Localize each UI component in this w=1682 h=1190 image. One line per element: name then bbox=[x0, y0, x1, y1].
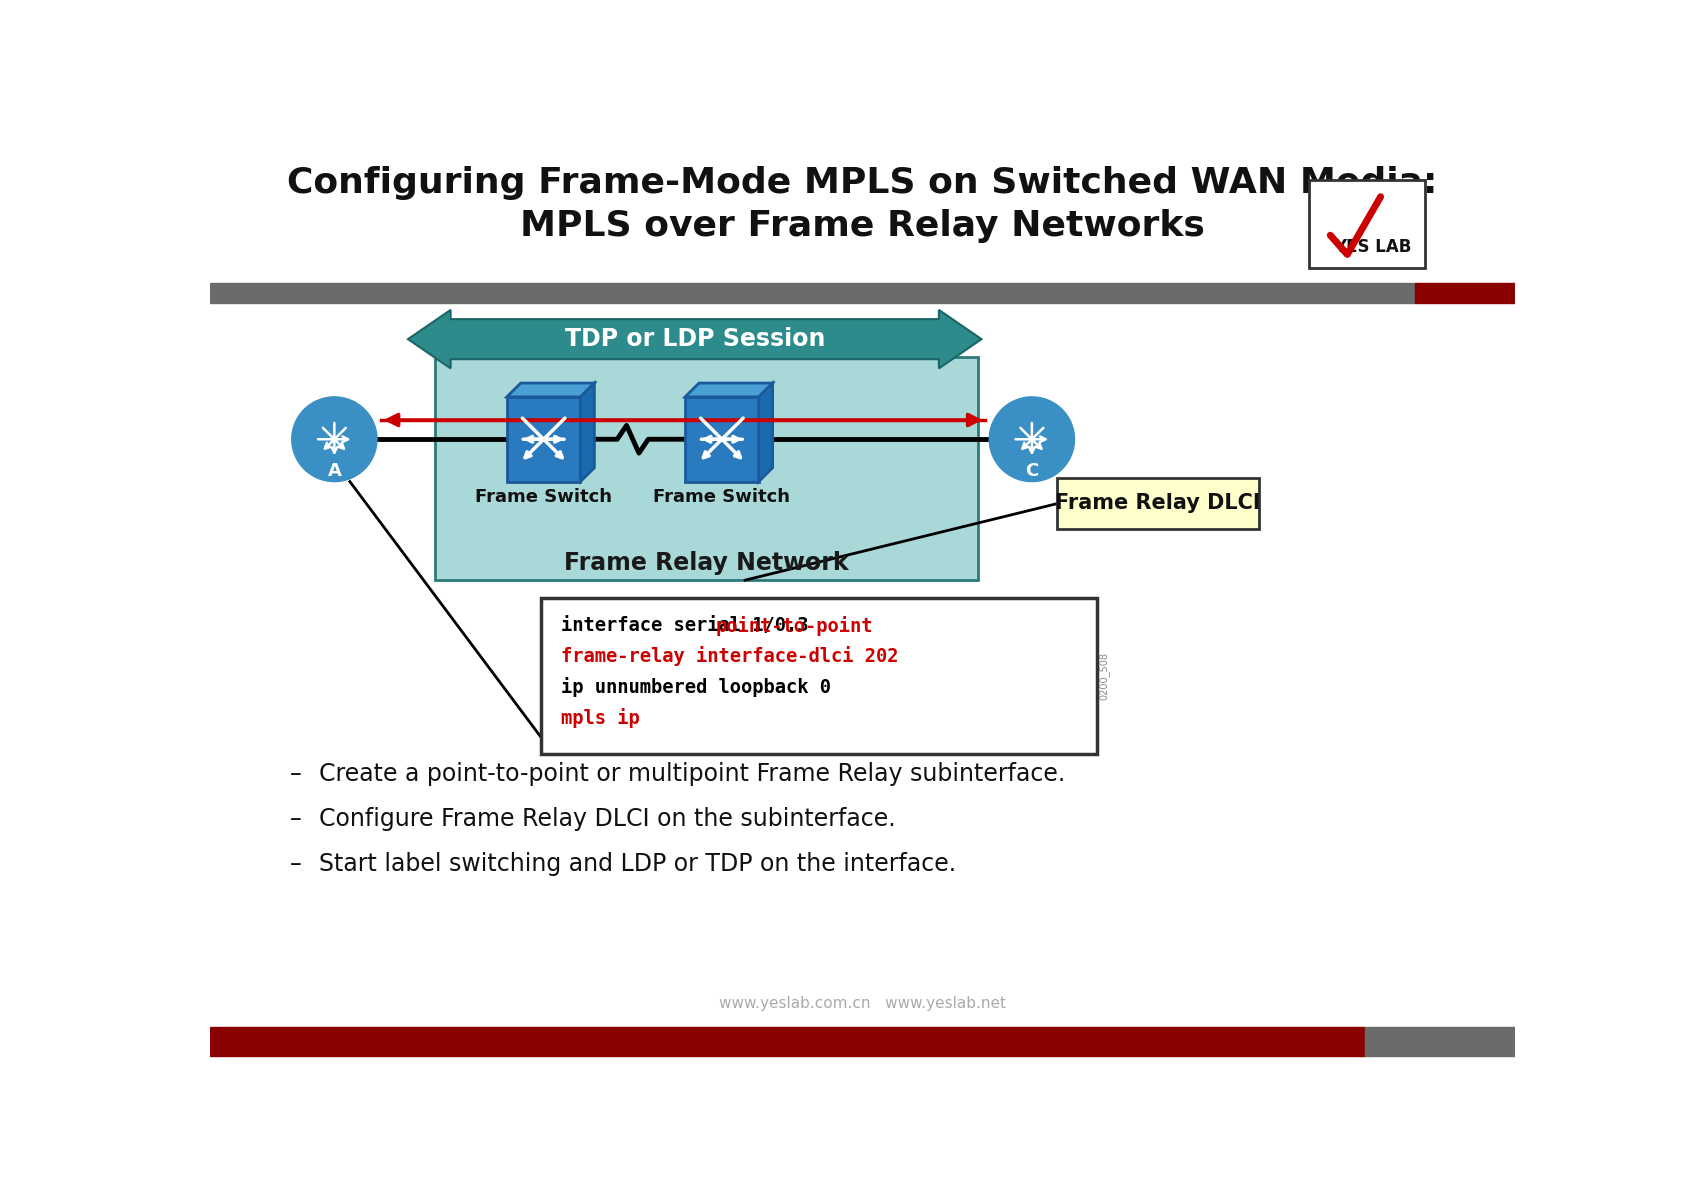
Text: frame-relay interface-dlci 202: frame-relay interface-dlci 202 bbox=[560, 646, 898, 666]
Bar bbox=[1364, 1027, 1514, 1056]
Text: A: A bbox=[328, 462, 341, 480]
Bar bbox=[1415, 283, 1514, 303]
Circle shape bbox=[989, 397, 1073, 482]
Text: Frame Relay DLCI: Frame Relay DLCI bbox=[1055, 493, 1260, 513]
Circle shape bbox=[291, 397, 377, 482]
Text: –: – bbox=[289, 852, 301, 876]
FancyBboxPatch shape bbox=[685, 397, 759, 482]
Text: TDP or LDP Session: TDP or LDP Session bbox=[563, 327, 824, 351]
Bar bbox=[210, 283, 1415, 303]
Bar bbox=[210, 1027, 1364, 1056]
FancyBboxPatch shape bbox=[1309, 180, 1425, 268]
FancyBboxPatch shape bbox=[506, 397, 580, 482]
Polygon shape bbox=[506, 383, 594, 397]
Polygon shape bbox=[685, 383, 772, 397]
Text: –: – bbox=[289, 763, 301, 787]
Text: Start label switching and LDP or TDP on the interface.: Start label switching and LDP or TDP on … bbox=[318, 852, 955, 876]
Text: www.yeslab.com.cn   www.yeslab.net: www.yeslab.com.cn www.yeslab.net bbox=[718, 996, 1006, 1012]
Text: Frame Switch: Frame Switch bbox=[474, 488, 612, 506]
Polygon shape bbox=[407, 309, 981, 369]
Text: YES LAB: YES LAB bbox=[1334, 238, 1411, 256]
Text: Frame Relay Network: Frame Relay Network bbox=[563, 551, 848, 575]
FancyBboxPatch shape bbox=[1056, 477, 1258, 528]
Text: ip unnumbered loopback 0: ip unnumbered loopback 0 bbox=[560, 677, 831, 697]
Text: point-to-point: point-to-point bbox=[715, 615, 873, 635]
Text: –: – bbox=[289, 807, 301, 831]
FancyBboxPatch shape bbox=[436, 357, 977, 581]
Text: Create a point-to-point or multipoint Frame Relay subinterface.: Create a point-to-point or multipoint Fr… bbox=[318, 763, 1065, 787]
Text: Configure Frame Relay DLCI on the subinterface.: Configure Frame Relay DLCI on the subint… bbox=[318, 807, 895, 831]
FancyBboxPatch shape bbox=[540, 597, 1097, 754]
Text: 0200_508: 0200_508 bbox=[1098, 652, 1108, 700]
Text: mpls ip: mpls ip bbox=[560, 708, 639, 728]
Text: Frame Switch: Frame Switch bbox=[653, 488, 791, 506]
Text: MPLS over Frame Relay Networks: MPLS over Frame Relay Networks bbox=[520, 209, 1204, 243]
Text: C: C bbox=[1024, 462, 1038, 480]
Text: Configuring Frame-Mode MPLS on Switched WAN Media:: Configuring Frame-Mode MPLS on Switched … bbox=[288, 165, 1436, 200]
Polygon shape bbox=[759, 383, 772, 482]
Polygon shape bbox=[580, 383, 594, 482]
Text: interface serial 1/0.3: interface serial 1/0.3 bbox=[560, 616, 819, 635]
